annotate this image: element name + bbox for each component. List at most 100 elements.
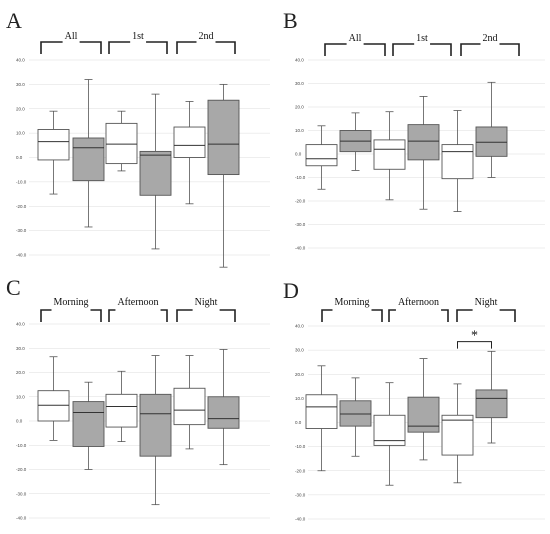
panel-C-letter: C	[6, 275, 21, 300]
iqr-box	[37, 129, 70, 161]
y-tick-label: -20.0	[16, 467, 27, 472]
label-gap	[414, 42, 431, 46]
box-morning-gray	[339, 377, 372, 457]
panel-B: 40.0 30.0 20.0 10.0 0.0 -10.0 -20.0 -30.0 -40.0 A…	[295, 33, 545, 251]
iqr-box	[407, 124, 440, 161]
y-tick-label: 20.0	[16, 370, 25, 375]
y-tick-label: 10.0	[16, 394, 25, 399]
box-1st-gray	[407, 96, 440, 210]
label-gap	[51, 308, 91, 312]
box-afternoon-white	[105, 370, 138, 443]
iqr-box	[305, 144, 338, 167]
y-tick-label: 20.0	[295, 372, 304, 377]
group-label: Morning	[335, 297, 370, 308]
y-tick-label: 40.0	[16, 322, 25, 327]
y-tick-label: 0.0	[16, 155, 23, 160]
box-afternoon-white	[373, 382, 406, 486]
group-label: Afternoon	[398, 297, 439, 308]
iqr-box	[373, 139, 406, 170]
label-gap	[62, 40, 80, 44]
y-tick-label: -40.0	[295, 246, 306, 251]
iqr-box	[475, 389, 508, 419]
y-tick-label: 30.0	[295, 81, 304, 86]
group-label: All	[349, 33, 362, 44]
y-tick-label: -10.0	[295, 175, 306, 180]
y-tick-label: 20.0	[295, 105, 304, 110]
group-label: 1st	[416, 33, 428, 44]
group-label: All	[65, 31, 78, 42]
y-tick-label: -10.0	[16, 443, 27, 448]
y-tick-label: -10.0	[16, 179, 27, 184]
y-tick-label: 0.0	[295, 420, 302, 425]
group-label: Morning	[54, 297, 89, 308]
iqr-box	[139, 393, 172, 457]
label-gap	[480, 42, 500, 46]
y-tick-label: 10.0	[16, 131, 25, 136]
panel-D-letter: D	[283, 278, 299, 303]
y-tick-label: -40.0	[295, 517, 306, 522]
iqr-box	[72, 137, 105, 182]
y-tick-label: -20.0	[295, 468, 306, 473]
y-tick-label: -20.0	[295, 199, 306, 204]
label-gap	[395, 308, 442, 312]
box-night-gray	[475, 350, 508, 444]
box-afternoon-gray	[407, 358, 440, 461]
box-morning-white	[305, 365, 338, 472]
iqr-box	[139, 150, 172, 196]
box-2nd-gray	[207, 83, 240, 268]
y-tick-label: -10.0	[295, 444, 306, 449]
iqr-box	[207, 396, 240, 429]
iqr-box	[173, 126, 206, 158]
y-tick-label: 40.0	[295, 324, 304, 329]
y-tick-label: 30.0	[16, 346, 25, 351]
label-gap	[115, 308, 161, 312]
label-gap	[192, 308, 220, 312]
group-label: Night	[195, 297, 218, 308]
y-tick-label: -40.0	[16, 516, 27, 521]
y-tick-label: 0.0	[295, 152, 302, 157]
box-night-gray	[207, 349, 240, 466]
y-tick-label: 40.0	[295, 58, 304, 63]
label-gap	[472, 308, 500, 312]
iqr-box	[305, 394, 338, 429]
iqr-box	[475, 126, 508, 157]
iqr-box	[407, 396, 440, 433]
iqr-box	[72, 401, 105, 447]
box-night-white	[173, 355, 206, 450]
panel-C: 40.0 30.0 20.0 10.0 0.0 -10.0 -20.0 -30.0 -40.0 M…	[16, 297, 270, 521]
group-label: 1st	[132, 31, 144, 42]
group-label: 2nd	[199, 31, 214, 42]
box-all-gray	[339, 112, 372, 171]
label-gap	[130, 40, 147, 44]
y-tick-label: -30.0	[16, 228, 27, 233]
label-gap	[346, 42, 364, 46]
panel-B-letter: B	[283, 8, 298, 33]
y-tick-label: -20.0	[16, 204, 27, 209]
iqr-box	[207, 99, 240, 176]
box-2nd-gray	[475, 81, 508, 178]
box-1st-white	[105, 110, 138, 172]
box-all-white	[37, 110, 70, 195]
panel-A-letter: A	[6, 8, 22, 33]
box-2nd-white	[441, 110, 474, 212]
y-tick-label: 30.0	[16, 82, 25, 87]
iqr-box	[441, 144, 474, 180]
iqr-box	[339, 400, 372, 427]
box-afternoon-gray	[139, 355, 172, 506]
group-label: 2nd	[483, 33, 498, 44]
iqr-box	[105, 393, 138, 428]
box-2nd-white	[173, 101, 206, 205]
group-label: Night	[475, 297, 498, 308]
box-night-white	[441, 383, 474, 484]
box-all-gray	[72, 79, 105, 228]
y-tick-label: 10.0	[295, 128, 304, 133]
box-1st-gray	[139, 93, 172, 250]
y-tick-label: 20.0	[16, 106, 25, 111]
y-tick-label: -30.0	[295, 492, 306, 497]
y-tick-label: -30.0	[295, 222, 306, 227]
y-tick-label: 30.0	[295, 348, 304, 353]
significance-bracket	[457, 341, 492, 349]
iqr-box	[173, 387, 206, 426]
group-label: Afternoon	[117, 297, 158, 308]
